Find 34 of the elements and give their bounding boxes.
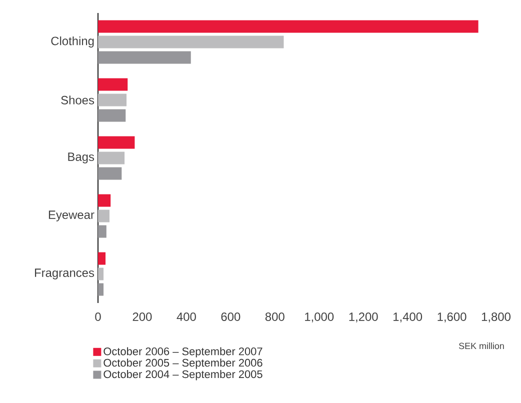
bar — [98, 94, 127, 106]
x-tick-label: 400 — [176, 312, 196, 321]
bar — [98, 51, 191, 64]
bar — [98, 152, 125, 164]
y-tick-label: Shoes — [61, 96, 94, 104]
bar — [98, 210, 110, 222]
x-tick-label: 800 — [265, 312, 284, 321]
x-tick-label: 1,400 — [394, 312, 422, 322]
bar — [98, 109, 126, 122]
x-tick-label: 1,200 — [349, 312, 378, 322]
bar — [98, 167, 122, 180]
x-tick-label: 200 — [132, 312, 152, 321]
legend-label: October 2005 – September 2006 — [104, 358, 262, 369]
y-tick-label: Fragrances — [35, 268, 94, 280]
bar — [98, 136, 135, 149]
x-tick-label: 0 — [95, 312, 101, 321]
bar — [98, 252, 106, 265]
bar — [98, 225, 106, 238]
x-tick-label: 1,600 — [438, 312, 466, 322]
bar — [98, 36, 284, 48]
bar — [98, 20, 478, 33]
y-tick-label: Eyewear — [48, 210, 94, 222]
bar — [98, 283, 104, 296]
x-axis-title: SEK million — [458, 342, 504, 350]
legend-label: October 2006 – September 2007 — [104, 347, 262, 358]
bar — [98, 194, 111, 207]
x-tick-label: 1,000 — [305, 312, 334, 322]
x-tick-label: 1,800 — [482, 312, 510, 322]
bar — [98, 268, 104, 280]
x-tick-label: 600 — [221, 312, 240, 321]
bar — [98, 78, 128, 91]
legend-label: October 2004 – September 2005 — [104, 370, 262, 380]
y-tick-label: Clothing — [51, 36, 94, 48]
y-tick-label: Bags — [68, 152, 94, 164]
